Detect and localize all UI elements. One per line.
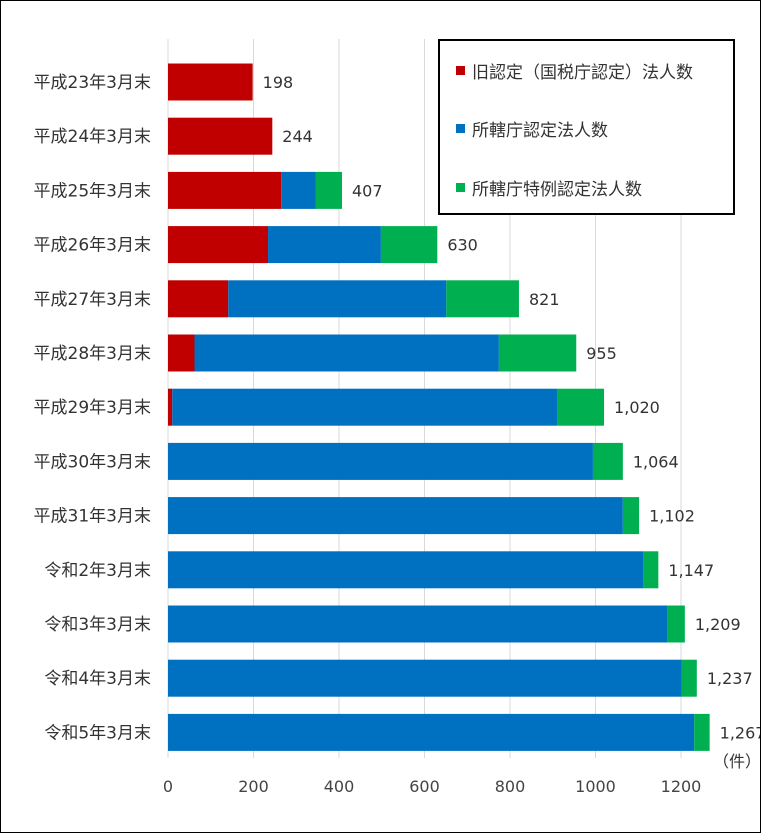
total-label: 1,267: [720, 723, 760, 742]
bar-segment-series-0: [168, 171, 282, 209]
category-label: 令和2年3月末: [44, 561, 151, 581]
bar-segment-series-1: [228, 280, 447, 318]
total-label: 1,237: [707, 669, 753, 688]
total-label: 1,147: [668, 561, 714, 580]
bar-segment-series-1: [168, 497, 623, 535]
total-label: 955: [586, 344, 617, 363]
unit-label: （件）: [713, 752, 760, 771]
total-label: 630: [447, 236, 478, 255]
legend-item-special: 所轄庁特例認定法人数: [456, 175, 642, 200]
legend-swatch-blue: [456, 123, 465, 133]
bars: [168, 63, 710, 751]
total-label: 1,020: [614, 398, 660, 417]
bar-segment-series-2: [380, 226, 438, 264]
bar-segment-series-2: [622, 497, 640, 535]
total-label: 198: [263, 73, 294, 92]
category-label: 平成31年3月末: [34, 507, 151, 527]
x-tick-label: 800: [495, 777, 526, 796]
legend-swatch-green: [456, 182, 465, 192]
legend-label: 旧認定（国税庁認定）法人数: [472, 62, 693, 83]
bar-segment-series-0: [168, 388, 173, 426]
total-label: 1,064: [633, 452, 679, 471]
bar-segment-series-1: [168, 551, 644, 589]
legend-item-certified: 所轄庁認定法人数: [456, 116, 608, 141]
bar-segment-series-2: [643, 551, 659, 589]
category-label: 令和4年3月末: [44, 669, 151, 689]
bar-segment-series-2: [592, 442, 623, 480]
category-label: 平成23年3月末: [34, 73, 151, 93]
category-label: 平成28年3月末: [34, 344, 151, 364]
total-label: 1,209: [695, 615, 741, 634]
bar-segment-series-0: [168, 63, 253, 101]
x-tick-label: 0: [163, 777, 173, 796]
bar-segment-series-0: [168, 226, 269, 264]
bar-segment-series-2: [667, 605, 685, 643]
category-label: 令和3年3月末: [44, 615, 151, 635]
bar-segment-series-2: [694, 713, 710, 751]
bar-segment-series-2: [446, 280, 519, 318]
bar-segment-series-1: [268, 226, 381, 264]
category-label: 平成27年3月末: [34, 290, 151, 310]
bar-segment-series-0: [168, 280, 229, 318]
category-label: 平成26年3月末: [34, 236, 151, 256]
x-tick-label: 200: [238, 777, 269, 796]
legend: 旧認定（国税庁認定）法人数 所轄庁認定法人数 所轄庁特例認定法人数: [438, 39, 735, 215]
total-label: 244: [282, 127, 313, 146]
x-tick-label: 600: [409, 777, 440, 796]
bar-segment-series-0: [168, 117, 273, 155]
category-label: 平成25年3月末: [34, 181, 151, 201]
x-tick-label: 1200: [661, 777, 702, 796]
category-label: 令和5年3月末: [44, 723, 151, 743]
bar-segment-series-0: [168, 334, 195, 372]
total-label: 407: [352, 181, 383, 200]
x-axis-ticks: 0 200 400 600 800 1000 1200: [163, 777, 701, 796]
category-labels: 平成23年3月末平成24年3月末平成25年3月末平成26年3月末平成27年3月末…: [34, 73, 151, 743]
bar-segment-series-1: [194, 334, 499, 372]
bar-segment-series-2: [498, 334, 577, 372]
legend-label: 所轄庁認定法人数: [472, 120, 608, 141]
bar-segment-series-1: [168, 659, 682, 697]
bar-segment-series-1: [172, 388, 558, 426]
bar-segment-series-1: [168, 605, 668, 643]
total-label: 1,102: [649, 507, 695, 526]
bar-segment-series-1: [168, 442, 593, 480]
x-tick-label: 400: [324, 777, 355, 796]
bar-segment-series-1: [168, 713, 695, 751]
bar-segment-series-2: [557, 388, 605, 426]
x-tick-label: 1000: [575, 777, 616, 796]
legend-swatch-red: [456, 65, 465, 75]
total-labels: 198 244 407 630 821 955 1,020 1,064 1,102 1,147 1,…: [263, 73, 760, 742]
total-label: 821: [529, 290, 560, 309]
bar-segment-series-2: [681, 659, 697, 697]
legend-label: 所轄庁特例認定法人数: [472, 179, 642, 200]
legend-item-former: 旧認定（国税庁認定）法人数: [456, 58, 693, 83]
bar-segment-series-1: [281, 171, 316, 209]
category-label: 平成29年3月末: [34, 398, 151, 418]
category-label: 平成24年3月末: [34, 127, 151, 147]
category-label: 平成30年3月末: [34, 452, 151, 472]
bar-segment-series-2: [315, 171, 342, 209]
